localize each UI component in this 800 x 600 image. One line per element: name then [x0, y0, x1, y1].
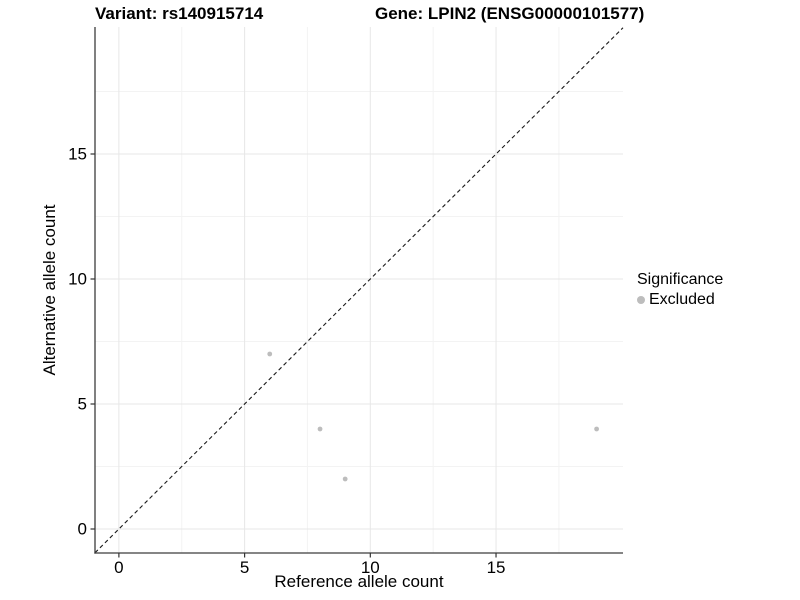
x-tick-label: 0 — [114, 558, 123, 577]
y-axis-title: Alternative allele count — [40, 204, 59, 376]
gene-title: Gene: LPIN2 (ENSG00000101577) — [375, 4, 645, 23]
data-point — [342, 476, 348, 482]
y-tick-label: 5 — [78, 395, 87, 414]
x-tick-label: 5 — [240, 558, 249, 577]
legend: Significance Excluded — [637, 271, 723, 309]
data-point — [594, 426, 599, 432]
x-axis-title: Reference allele count — [274, 572, 444, 591]
legend-item-label: Excluded — [649, 291, 715, 308]
excluded-dot-icon — [637, 296, 645, 304]
legend-title: Significance — [637, 271, 724, 288]
legend-item-excluded: Excluded — [637, 291, 723, 309]
variant-title: Variant: rs140915714 — [95, 4, 264, 23]
data-point — [317, 426, 323, 432]
x-tick-label: 15 — [487, 558, 506, 577]
data-point — [267, 351, 273, 357]
identity-line — [94, 27, 624, 554]
y-tick-label: 15 — [68, 145, 87, 164]
y-tick-label: 10 — [68, 270, 87, 289]
y-tick-label: 0 — [78, 520, 87, 539]
x-tick-label: 10 — [361, 558, 380, 577]
